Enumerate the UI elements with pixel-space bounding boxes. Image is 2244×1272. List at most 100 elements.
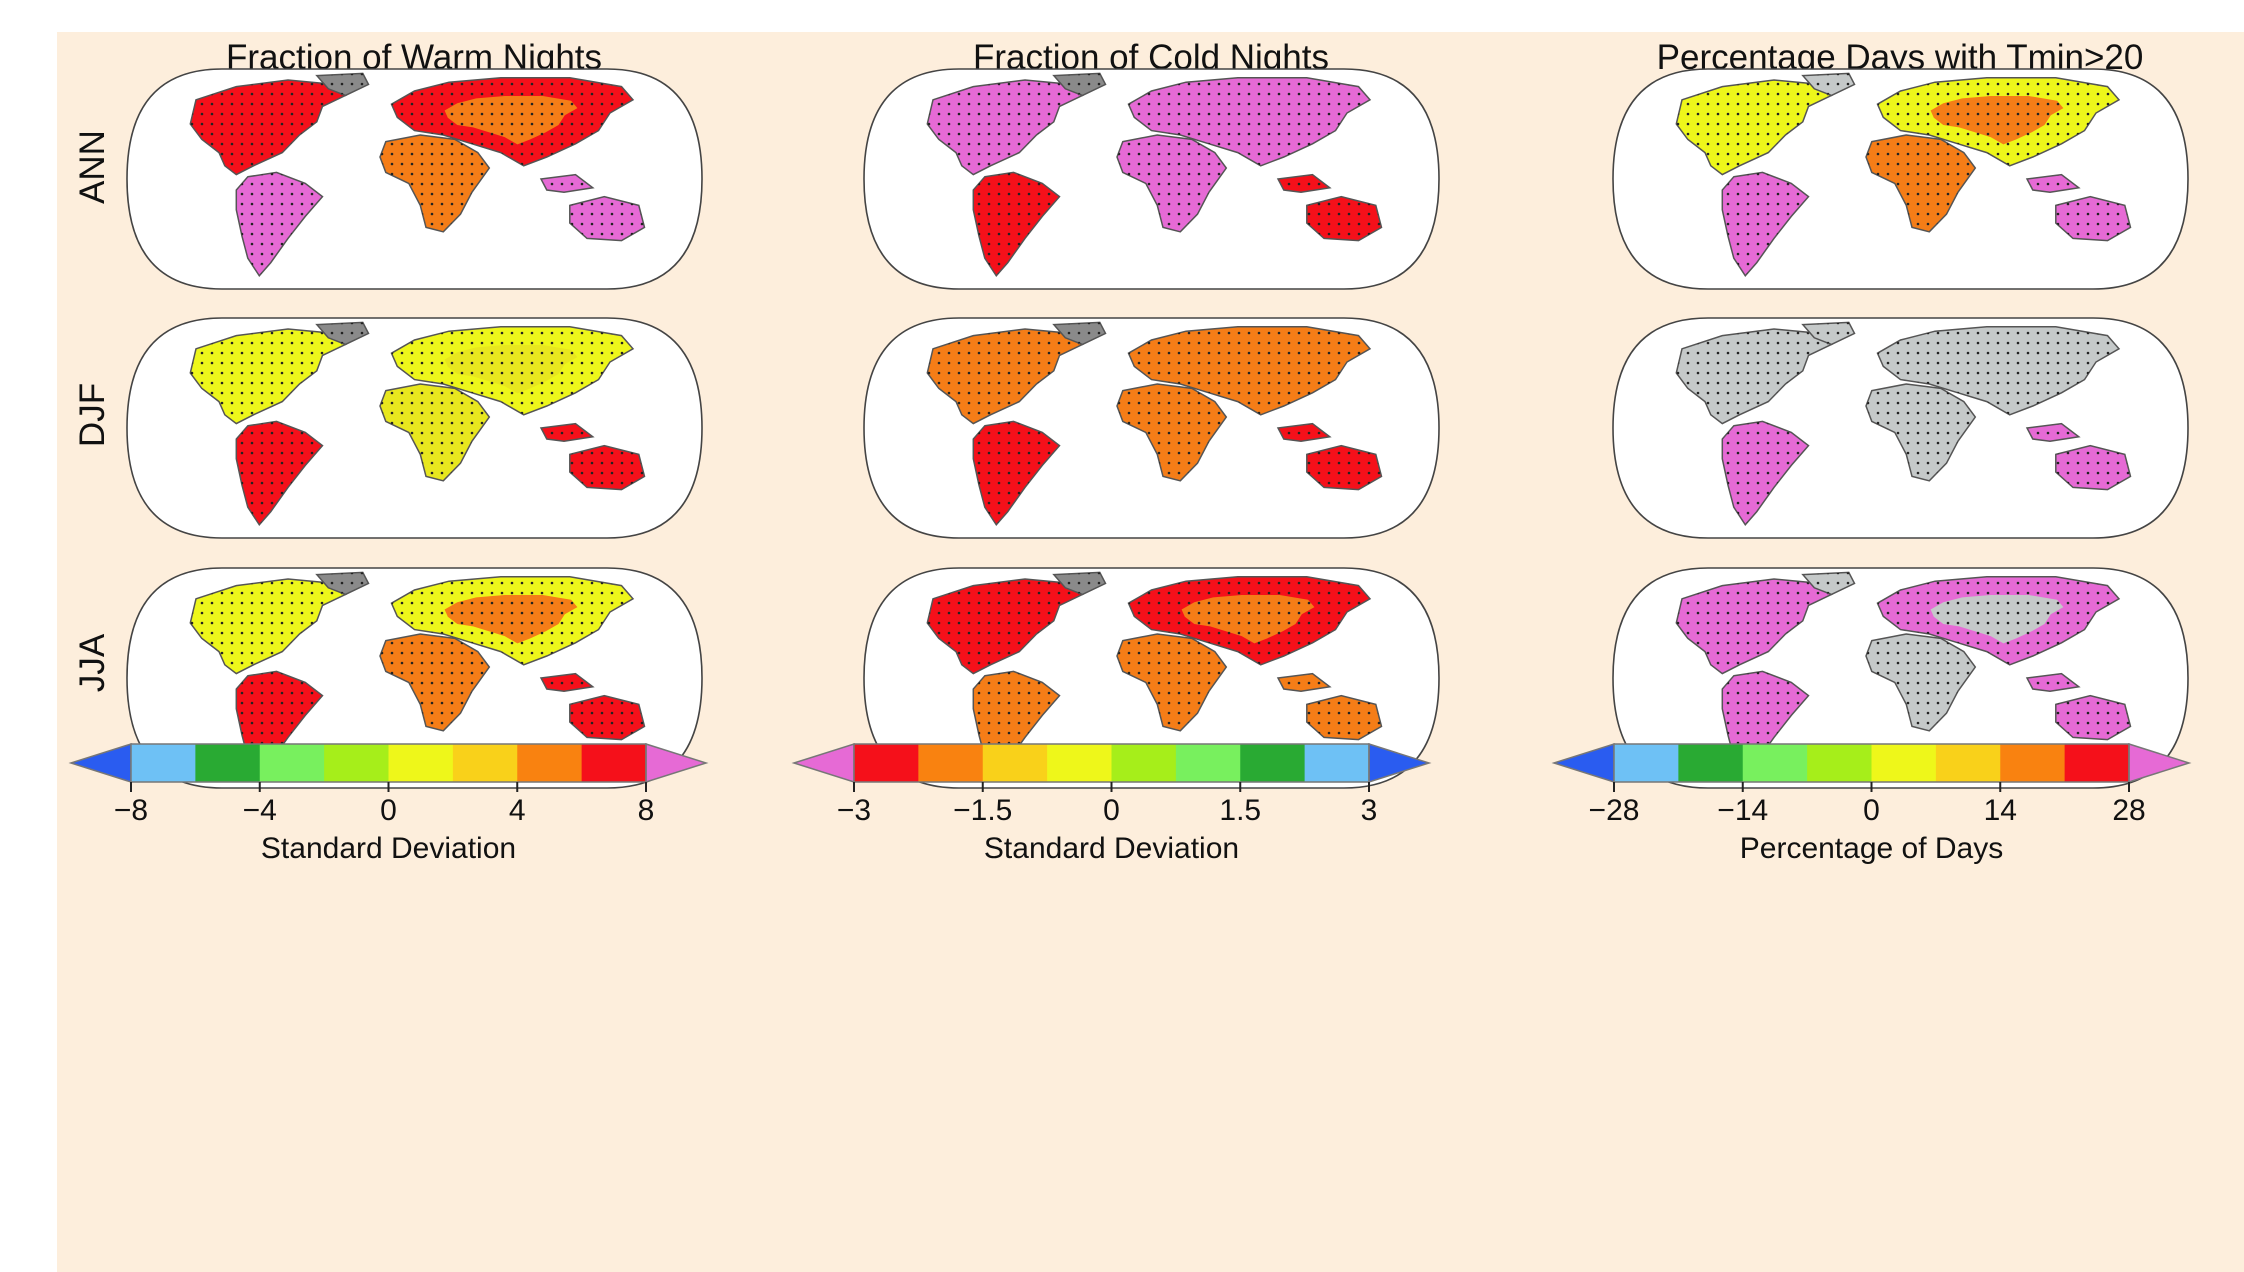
stippling-australia bbox=[1306, 445, 1382, 490]
stippling-africa bbox=[1866, 135, 1976, 232]
colorbar-segment bbox=[1871, 744, 1937, 782]
stippling-greenland bbox=[1802, 73, 1855, 96]
colorbar-segment bbox=[517, 744, 583, 782]
stippling-indonesia bbox=[541, 673, 593, 692]
colorbar-segment bbox=[195, 744, 261, 782]
stippling-africa bbox=[380, 634, 490, 731]
stippling-northAmerica bbox=[927, 329, 1083, 424]
colorbar-2 bbox=[791, 742, 1432, 792]
map-col1-jja bbox=[126, 567, 703, 789]
stippling-indonesia bbox=[1278, 174, 1330, 193]
colorbar-label-3: Percentage of Days bbox=[1739, 832, 2004, 865]
map-col1-djf bbox=[126, 317, 703, 539]
map-col1-ann bbox=[126, 68, 703, 290]
stippling-africa bbox=[380, 384, 490, 481]
map-frame bbox=[863, 567, 1440, 789]
stippling-australia bbox=[569, 196, 645, 241]
stippling-indonesia bbox=[541, 174, 593, 193]
row-label-ann: ANN bbox=[73, 130, 112, 204]
stippling-eurasia bbox=[1128, 77, 1370, 166]
stippling-indonesia bbox=[2027, 174, 2079, 193]
stippling-southAmerica bbox=[1722, 421, 1809, 525]
stippling-eurasia bbox=[1877, 77, 2119, 166]
map-col3-jja bbox=[1612, 567, 2189, 789]
stippling-northAmerica bbox=[190, 579, 346, 674]
colorbar-1 bbox=[68, 742, 709, 792]
colorbar-segment bbox=[131, 744, 196, 782]
map-frame bbox=[126, 68, 703, 290]
stippling-africa bbox=[1866, 634, 1976, 731]
map-col2-djf bbox=[863, 317, 1440, 539]
map-col2-jja bbox=[863, 567, 1440, 789]
stippling-africa bbox=[380, 135, 490, 232]
map-frame bbox=[126, 317, 703, 539]
stippling-greenland bbox=[1053, 73, 1106, 96]
stippling-australia bbox=[1306, 196, 1382, 241]
colorbar-tick-label: 1.5 bbox=[1219, 794, 1262, 827]
stippling-eurasia bbox=[391, 326, 633, 415]
map-frame bbox=[863, 317, 1440, 539]
colorbar-segment bbox=[854, 744, 919, 782]
stippling-eurasia bbox=[1877, 326, 2119, 415]
stippling-indonesia bbox=[2027, 423, 2079, 442]
stippling-africa bbox=[1117, 634, 1227, 731]
colorbar-tick-label: 8 bbox=[637, 794, 655, 827]
stippling-africa bbox=[1866, 384, 1976, 481]
colorbar-tick-label: −3 bbox=[836, 794, 872, 827]
colorbar-tick-label: 3 bbox=[1360, 794, 1378, 827]
colorbar-tick-label: −14 bbox=[1717, 794, 1769, 827]
colorbar-arrow-high bbox=[1368, 742, 1432, 784]
stippling-northAmerica bbox=[1676, 329, 1832, 424]
colorbar-segment bbox=[1111, 744, 1177, 782]
map-col3-ann bbox=[1612, 68, 2189, 290]
colorbar-tick-label: 0 bbox=[380, 794, 397, 827]
stippling-greenland bbox=[1802, 572, 1855, 595]
colorbar-arrow-high bbox=[645, 742, 709, 784]
row-label-djf: DJF bbox=[73, 382, 112, 448]
colorbar-tick-label: 0 bbox=[1863, 794, 1880, 827]
stippling-greenland bbox=[316, 322, 369, 345]
colorbar-arrow-low bbox=[1551, 742, 1615, 784]
colorbar-segment bbox=[1614, 744, 1679, 782]
map-frame bbox=[126, 567, 703, 789]
stippling-greenland bbox=[1802, 322, 1855, 345]
colorbar-tick-label: −4 bbox=[242, 794, 277, 827]
map-frame bbox=[1612, 68, 2189, 290]
colorbar-arrow-low bbox=[68, 742, 132, 784]
colorbar-tick-label: 4 bbox=[508, 794, 526, 827]
stippling-africa bbox=[1117, 384, 1227, 481]
colorbar-segment bbox=[1240, 744, 1306, 782]
stippling-indonesia bbox=[2027, 673, 2079, 692]
colorbar-segment bbox=[2000, 744, 2066, 782]
row-label-jja: JJA bbox=[73, 633, 112, 693]
stippling-northAmerica bbox=[190, 329, 346, 424]
stippling-northAmerica bbox=[1676, 80, 1832, 175]
map-col2-ann bbox=[863, 68, 1440, 290]
stippling-northAmerica bbox=[190, 80, 346, 175]
colorbar-segment bbox=[452, 744, 518, 782]
map-col3-djf bbox=[1612, 317, 2189, 539]
stippling-australia bbox=[569, 695, 645, 740]
stippling-australia bbox=[2055, 196, 2131, 241]
stippling-northAmerica bbox=[927, 579, 1083, 674]
stippling-eurasia bbox=[1128, 576, 1370, 665]
colorbar-3 bbox=[1551, 742, 2192, 792]
colorbar-segment bbox=[1678, 744, 1744, 782]
colorbar-segment bbox=[918, 744, 984, 782]
colorbar-arrow-low bbox=[791, 742, 855, 784]
stippling-eurasia bbox=[391, 576, 633, 665]
colorbar-segment bbox=[388, 744, 454, 782]
colorbar-label-1: Standard Deviation bbox=[260, 832, 517, 865]
colorbar-tick-label: 0 bbox=[1103, 794, 1120, 827]
stippling-greenland bbox=[1053, 572, 1106, 595]
colorbar-segment bbox=[1935, 744, 2001, 782]
figure: Fraction of Warm Nights Fraction of Cold … bbox=[57, 32, 2244, 1272]
stippling-southAmerica bbox=[973, 421, 1060, 525]
stippling-indonesia bbox=[1278, 423, 1330, 442]
map-frame bbox=[863, 68, 1440, 290]
colorbar-tick-label: 14 bbox=[1983, 794, 2017, 827]
stippling-northAmerica bbox=[1676, 579, 1832, 674]
map-frame bbox=[1612, 317, 2189, 539]
stippling-australia bbox=[2055, 695, 2131, 740]
colorbar-tick-label: −8 bbox=[113, 794, 149, 827]
